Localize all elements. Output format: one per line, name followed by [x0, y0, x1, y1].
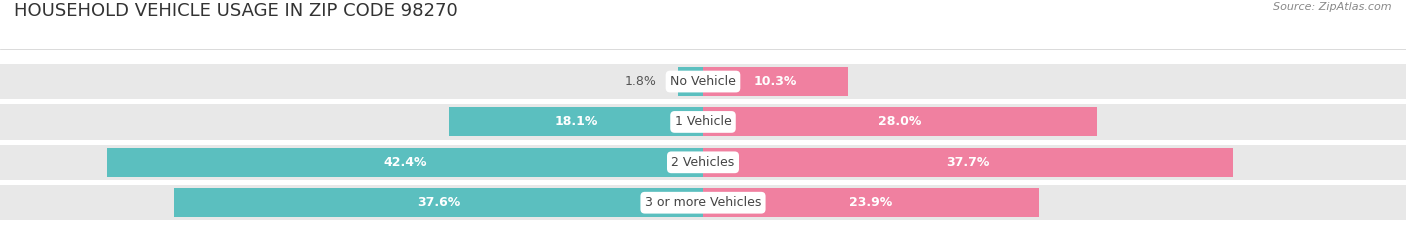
Text: 37.6%: 37.6%	[418, 196, 460, 209]
Text: 28.0%: 28.0%	[879, 115, 921, 128]
Bar	[107, 148, 703, 177]
Text: 1.8%: 1.8%	[624, 75, 657, 88]
Text: 37.7%: 37.7%	[946, 156, 990, 169]
Text: HOUSEHOLD VEHICLE USAGE IN ZIP CODE 98270: HOUSEHOLD VEHICLE USAGE IN ZIP CODE 9827…	[14, 2, 458, 20]
Text: 23.9%: 23.9%	[849, 196, 893, 209]
Bar	[678, 67, 703, 96]
Bar	[174, 188, 703, 217]
Bar	[703, 67, 848, 96]
Text: 18.1%: 18.1%	[554, 115, 598, 128]
Bar	[703, 107, 1097, 137]
Text: 42.4%: 42.4%	[384, 156, 426, 169]
Bar	[703, 188, 1039, 217]
Bar	[0, 144, 1406, 180]
Text: 1 Vehicle: 1 Vehicle	[675, 115, 731, 128]
Text: 2 Vehicles: 2 Vehicles	[672, 156, 734, 169]
Text: 10.3%: 10.3%	[754, 75, 797, 88]
Text: No Vehicle: No Vehicle	[671, 75, 735, 88]
Bar	[703, 148, 1233, 177]
Text: 3 or more Vehicles: 3 or more Vehicles	[645, 196, 761, 209]
Bar	[0, 185, 1406, 220]
Bar	[449, 107, 703, 137]
Bar	[0, 64, 1406, 99]
Text: Source: ZipAtlas.com: Source: ZipAtlas.com	[1274, 2, 1392, 12]
Bar	[0, 104, 1406, 140]
